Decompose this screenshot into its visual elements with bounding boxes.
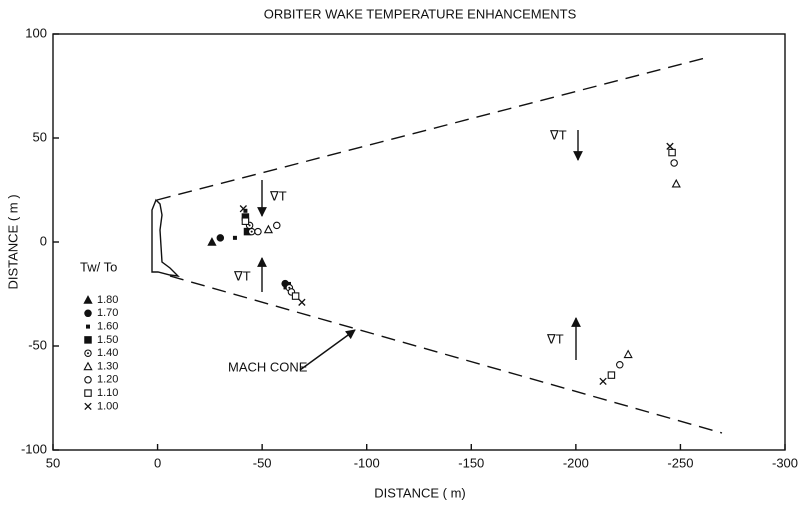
- legend-marker: [84, 402, 92, 411]
- x-tick-label: 0: [154, 455, 161, 470]
- annotation: ∇T: [233, 268, 251, 283]
- annotation: MACH CONE: [228, 359, 308, 374]
- legend-marker: [84, 389, 92, 397]
- legend-marker: [83, 361, 93, 371]
- legend-label: 1.40: [97, 347, 118, 359]
- legend-label: 1.50: [97, 334, 118, 346]
- chart-title: ORBITER WAKE TEMPERATURE ENHANCEMENTS: [264, 6, 577, 21]
- y-axis-label: DISTANCE ( m ): [5, 194, 20, 289]
- plot-frame: [52, 33, 786, 451]
- legend-label: 1.30: [97, 360, 118, 372]
- mach-cone-line: [169, 275, 723, 434]
- x-tick-label: -100: [354, 455, 380, 470]
- scatter-point: [607, 371, 616, 379]
- y-tick-label: 0: [40, 233, 47, 248]
- legend-label: 1.60: [97, 321, 118, 333]
- legend-title: Tw/ To: [80, 259, 117, 274]
- x-axis-label: DISTANCE ( m): [374, 485, 465, 500]
- scatter-point: [599, 377, 607, 386]
- scatter-point: [216, 234, 225, 242]
- orbiter-outline: [151, 198, 180, 277]
- scatter-point: [671, 178, 681, 188]
- x-tick-label: -50: [253, 455, 272, 470]
- x-tick-label: -250: [667, 455, 693, 470]
- scatter-point: [239, 205, 247, 213]
- x-tick-label: 50: [46, 455, 60, 470]
- scatter-point: [207, 237, 217, 246]
- annotation: ∇T: [546, 331, 564, 346]
- marker-center: [250, 230, 253, 233]
- scatter-point: [291, 292, 300, 300]
- arrow: [299, 329, 356, 371]
- marker-center: [288, 286, 291, 289]
- scatter-point: [668, 148, 676, 157]
- legend-marker: [86, 324, 90, 329]
- legend-label: 1.70: [97, 307, 118, 319]
- x-tick-label: -150: [458, 455, 484, 470]
- legend-label: 1.10: [97, 387, 118, 399]
- scatter-point: [241, 217, 250, 225]
- legend-marker: [84, 376, 92, 384]
- legend-marker: [84, 309, 92, 318]
- x-tick-label: -300: [772, 455, 798, 470]
- scatter-point: [273, 221, 281, 230]
- legend-marker: [83, 295, 93, 304]
- legend-label: 1.00: [97, 400, 118, 412]
- scatter-point: [232, 235, 237, 240]
- scatter-point: [670, 159, 678, 167]
- legend-label: 1.80: [97, 294, 118, 306]
- legend-marker: [84, 336, 92, 344]
- scatter-point: [254, 227, 262, 236]
- scatter-point: [616, 360, 624, 369]
- legend-label: 1.20: [97, 374, 118, 386]
- annotation: ∇T: [269, 188, 287, 203]
- scatter-point: [623, 349, 633, 359]
- y-tick-label: 100: [25, 25, 47, 40]
- marker-center: [87, 352, 89, 355]
- mach-cone-line: [156, 57, 706, 201]
- y-tick-label: 50: [33, 129, 47, 144]
- x-tick-label: -200: [563, 455, 589, 470]
- scatter-point: [263, 224, 274, 234]
- y-tick-label: -50: [28, 337, 47, 352]
- y-tick-label: -100: [21, 441, 47, 456]
- annotation: ∇T: [549, 127, 567, 142]
- scatter-point: [666, 142, 674, 150]
- scatter-point: [298, 298, 306, 306]
